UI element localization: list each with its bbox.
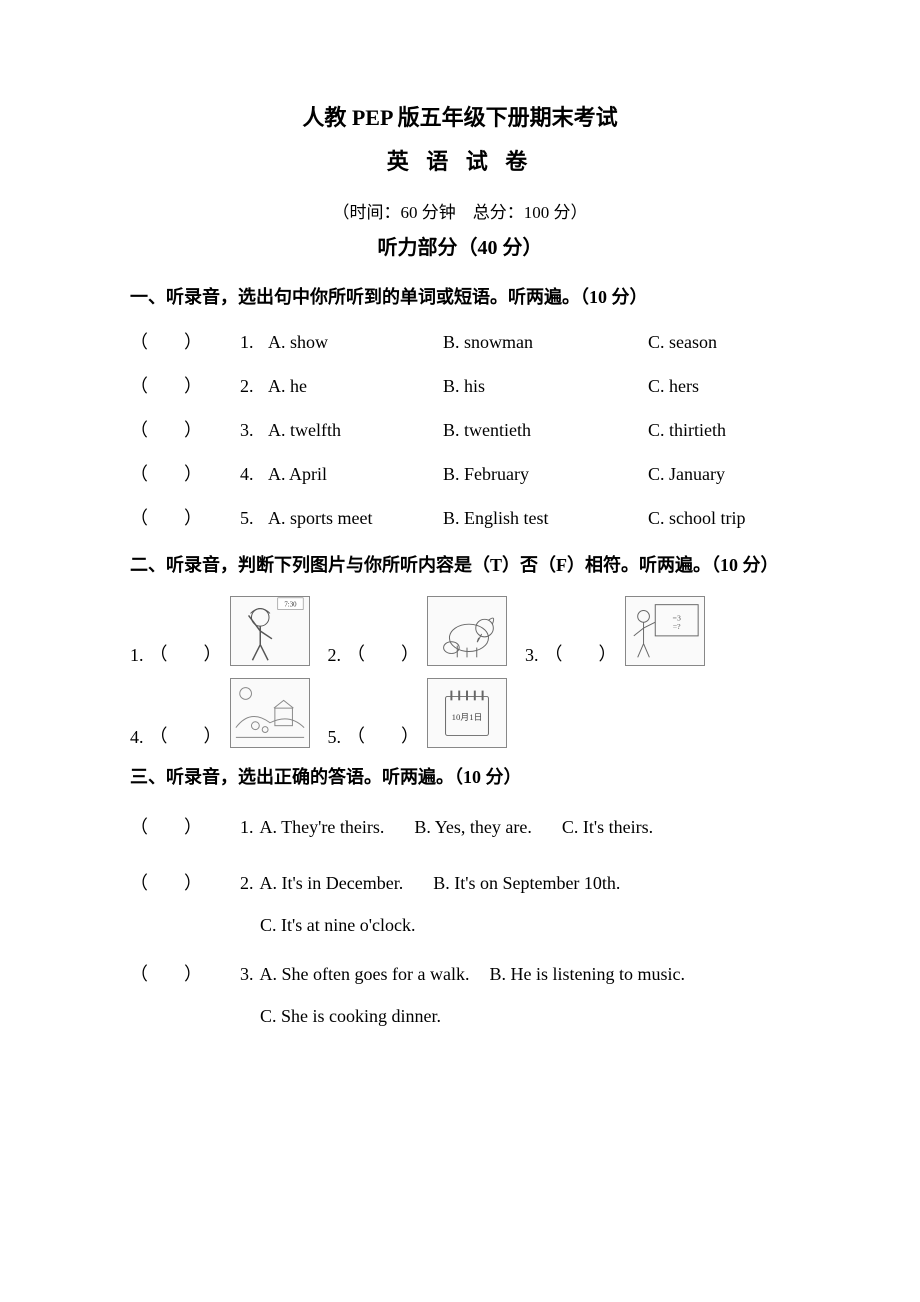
q-num: 4. xyxy=(240,464,268,485)
option-c: C. school trip xyxy=(648,508,790,529)
pic-num: 3. xyxy=(525,645,539,666)
option-b: B. He is listening to music. xyxy=(489,956,685,992)
section2-header: 二、听录音，判断下列图片与你所听内容是（T）否（F）相符。听两遍。（10 分） xyxy=(130,548,790,582)
q1-row: （ ） 4. A. April B. February C. January xyxy=(130,460,790,486)
option-a: A. sports meet xyxy=(268,508,443,529)
listening-section-title: 听力部分（40 分） xyxy=(130,231,790,260)
q1-row: （ ） 3. A. twelfth B. twentieth C. thirti… xyxy=(130,416,790,442)
pic-num: 5. xyxy=(328,727,342,748)
answer-blank[interactable]: （ ） xyxy=(130,504,240,530)
section3-header: 三、听录音，选出正确的答语。听两遍。（10 分） xyxy=(130,760,790,794)
option-c: C. thirtieth xyxy=(648,420,790,441)
pic-item: 3. （ ） =3 =? xyxy=(525,596,705,666)
option-a: A. April xyxy=(268,464,443,485)
option-c: C. It's theirs. xyxy=(562,809,653,845)
option-b: B. snowman xyxy=(443,332,648,353)
svg-text:=3: =3 xyxy=(672,614,680,623)
option-b: B. It's on September 10th. xyxy=(433,865,620,901)
pic-num: 2. xyxy=(328,645,342,666)
picture-placeholder xyxy=(427,596,507,666)
option-c: C. season xyxy=(648,332,790,353)
q-num: 1. xyxy=(240,817,254,838)
option-c: C. January xyxy=(648,464,790,485)
pic-item: 1. （ ） 7:30 xyxy=(130,596,310,666)
answer-blank[interactable]: （ ） xyxy=(150,640,222,666)
section1-header: 一、听录音，选出句中你所听到的单词或短语。听两遍。（10 分） xyxy=(130,280,790,314)
pic-item: 5. （ ） 10月1日 xyxy=(328,678,508,748)
answer-blank[interactable]: （ ） xyxy=(130,869,240,895)
option-b: B. his xyxy=(443,376,648,397)
pic-num: 1. xyxy=(130,645,144,666)
answer-blank[interactable]: （ ） xyxy=(130,960,240,986)
pic-item: 2. （ ） xyxy=(328,596,508,666)
svg-text:=?: =? xyxy=(672,622,680,631)
answer-blank[interactable]: （ ） xyxy=(130,460,240,486)
q3-row: （ ） 1. A. They're theirs. B. Yes, they a… xyxy=(130,809,790,845)
title-sub: 英 语 试 卷 xyxy=(130,144,790,176)
option-a: A. twelfth xyxy=(268,420,443,441)
q3-row: （ ） 2. A. It's in December. B. It's on S… xyxy=(130,865,790,901)
option-b: B. twentieth xyxy=(443,420,648,441)
q-num: 2. xyxy=(240,376,268,397)
option-a: A. It's in December. xyxy=(260,865,404,901)
picture-placeholder: 7:30 xyxy=(230,596,310,666)
picture-placeholder: =3 =? xyxy=(625,596,705,666)
picture-row-2: 4. （ ） 5. （ ） 10月1日 xyxy=(130,678,790,748)
title-main: 人教 PEP 版五年级下册期末考试 xyxy=(130,100,790,132)
q-num: 3. xyxy=(240,420,268,441)
pic-item: 4. （ ） xyxy=(130,678,310,748)
option-a: A. She often goes for a walk. xyxy=(260,956,470,992)
pic-num: 4. xyxy=(130,727,144,748)
q1-row: （ ） 1. A. show B. snowman C. season xyxy=(130,328,790,354)
answer-blank[interactable]: （ ） xyxy=(130,813,240,839)
option-b: B. Yes, they are. xyxy=(414,809,532,845)
picture-placeholder: 10月1日 xyxy=(427,678,507,748)
option-a: A. he xyxy=(268,376,443,397)
option-c: C. hers xyxy=(648,376,790,397)
picture-row-1: 1. （ ） 7:30 2. （ ） xyxy=(130,596,790,666)
q1-row: （ ） 5. A. sports meet B. English test C.… xyxy=(130,504,790,530)
q1-row: （ ） 2. A. he B. his C. hers xyxy=(130,372,790,398)
answer-blank[interactable]: （ ） xyxy=(347,722,419,748)
option-a: A. show xyxy=(268,332,443,353)
option-c: C. She is cooking dinner. xyxy=(130,1006,790,1027)
picture-placeholder xyxy=(230,678,310,748)
q-num: 3. xyxy=(240,964,254,985)
answer-blank[interactable]: （ ） xyxy=(130,416,240,442)
option-a: A. They're theirs. xyxy=(260,809,385,845)
option-b: B. February xyxy=(443,464,648,485)
answer-blank[interactable]: （ ） xyxy=(130,372,240,398)
q-num: 1. xyxy=(240,332,268,353)
q-num: 2. xyxy=(240,873,254,894)
option-c: C. It's at nine o'clock. xyxy=(130,915,790,936)
option-b: B. English test xyxy=(443,508,648,529)
answer-blank[interactable]: （ ） xyxy=(545,640,617,666)
answer-blank[interactable]: （ ） xyxy=(347,640,419,666)
meta-info: （时间：60 分钟 总分：100 分） xyxy=(130,198,790,223)
svg-text:10月1日: 10月1日 xyxy=(452,712,483,722)
q-num: 5. xyxy=(240,508,268,529)
answer-blank[interactable]: （ ） xyxy=(130,328,240,354)
svg-text:7:30: 7:30 xyxy=(284,602,297,609)
q3-row: （ ） 3. A. She often goes for a walk. B. … xyxy=(130,956,790,992)
answer-blank[interactable]: （ ） xyxy=(150,722,222,748)
